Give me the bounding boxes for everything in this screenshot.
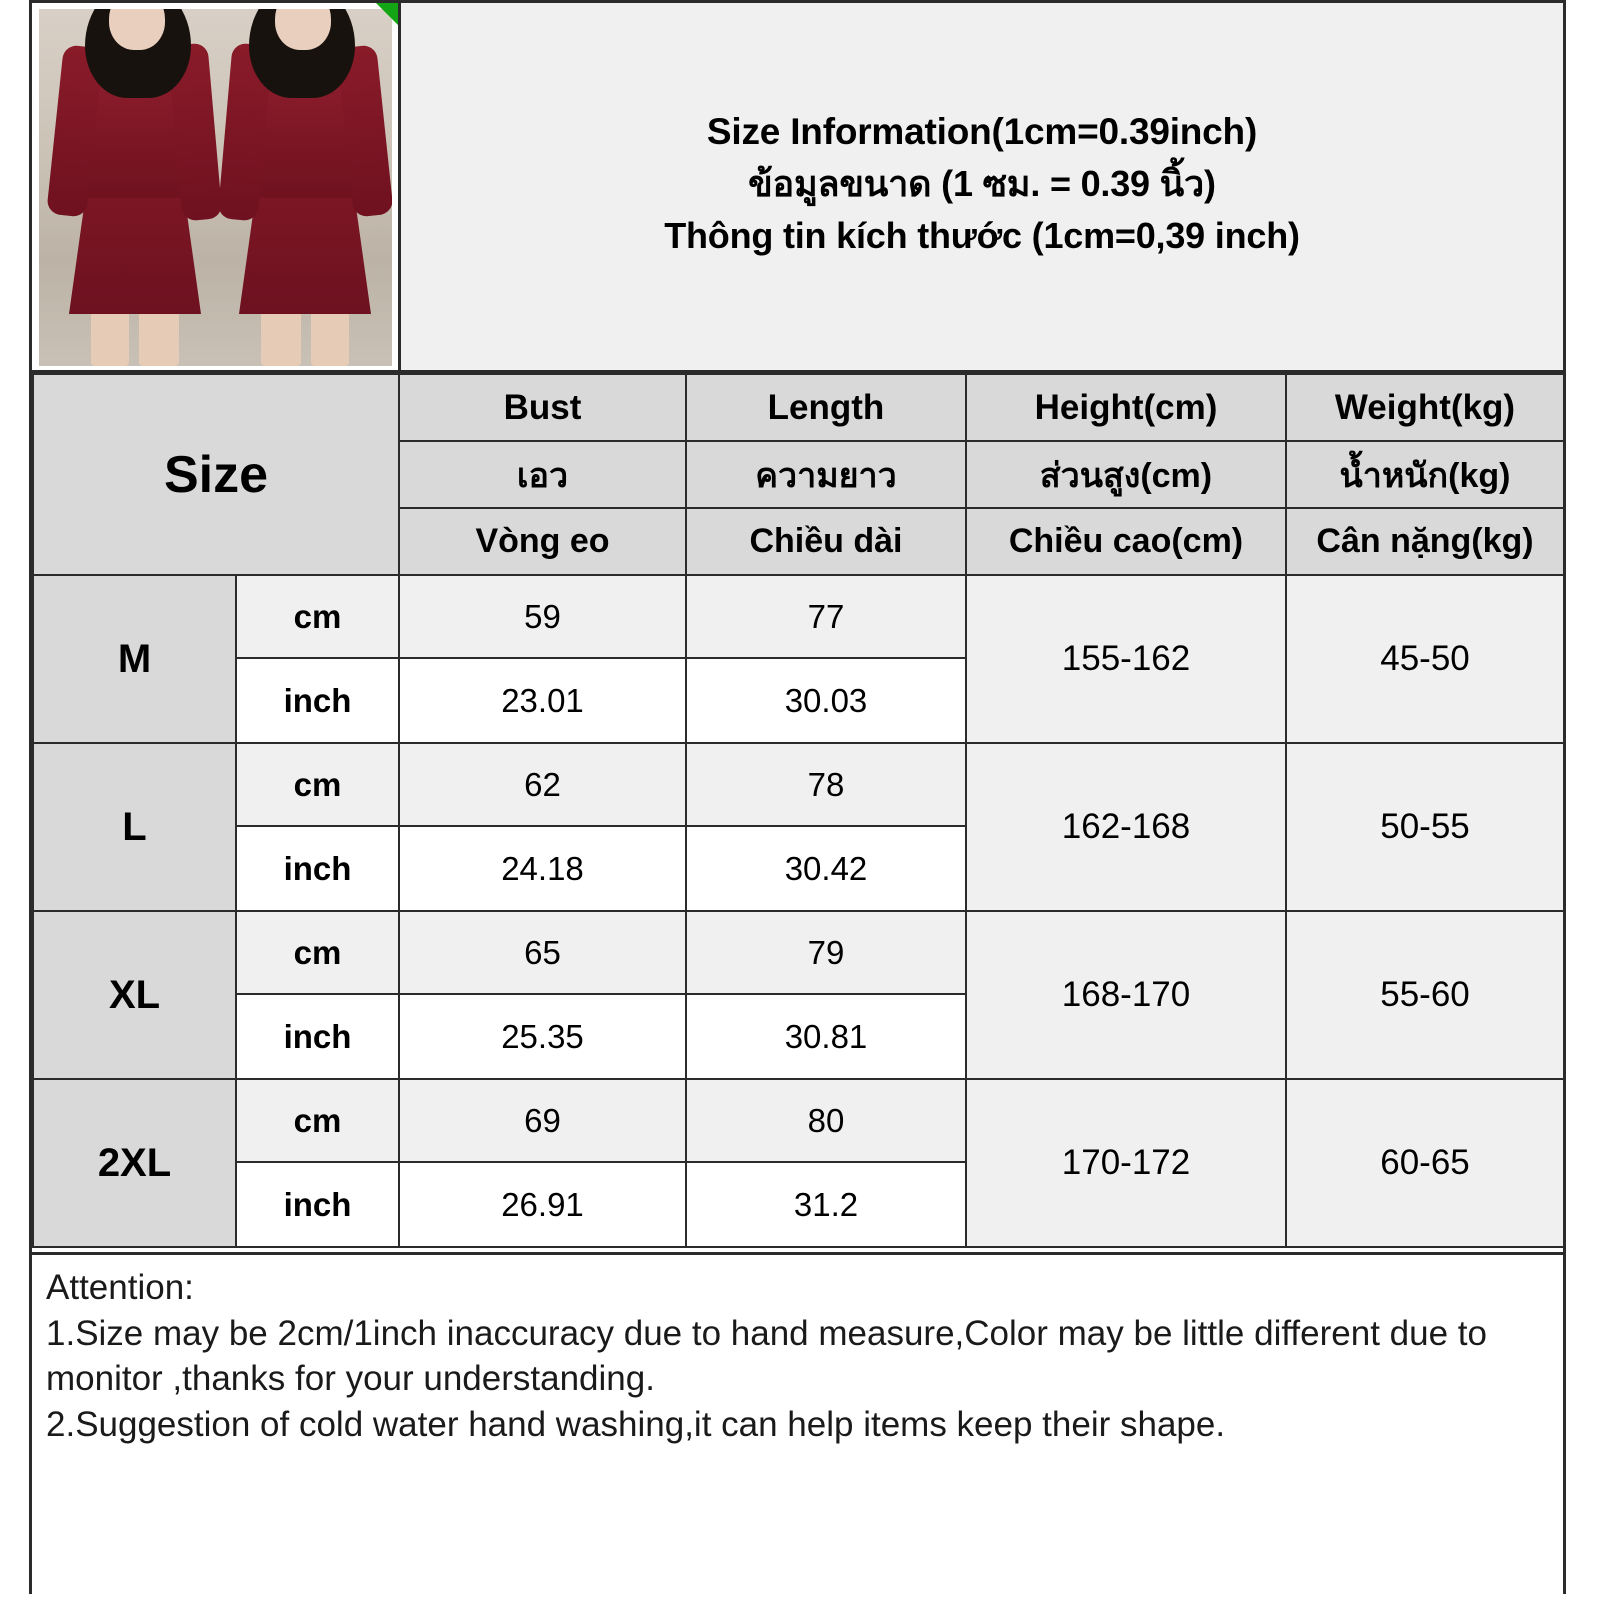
- unit-cm: cm: [235, 1078, 400, 1163]
- table-row: inch 23.01 30.03: [33, 657, 1564, 744]
- header-bust-vi: Vòng eo: [398, 507, 687, 576]
- size-header-cell: Size: [32, 373, 400, 576]
- table-row: 2XL cm 69 80 170-172 60-65: [32, 1078, 1565, 1248]
- unit-cm: cm: [235, 910, 400, 995]
- table-header-row-vi: Vòng eo Chiều dài Chiều cao(cm) Cân nặng…: [33, 507, 1565, 576]
- table-row: XL cm 65 79 168-170 55-60: [32, 910, 1565, 1080]
- title-vietnamese: Thông tin kích thước (1cm=0,39 inch): [664, 215, 1300, 257]
- attention-heading: Attention:: [46, 1268, 194, 1307]
- dress-skirt: [69, 182, 201, 314]
- bust-inch: 26.91: [398, 1161, 687, 1248]
- header-height-th: ส่วนสูง(cm): [965, 440, 1287, 509]
- weight-value: 50-55: [1285, 742, 1565, 912]
- header-weight-en: Weight(kg): [1285, 373, 1565, 442]
- model-figure-left: [43, 9, 233, 366]
- length-cm: 78: [685, 742, 967, 827]
- bust-inch: 23.01: [398, 657, 687, 744]
- weight-value: 60-65: [1285, 1078, 1565, 1248]
- size-label-l: L: [32, 742, 237, 912]
- unit-inch: inch: [235, 1161, 400, 1248]
- head: [109, 9, 165, 50]
- table-row: inch 24.18 30.42: [33, 825, 1564, 912]
- size-chart-frame: Size Information(1cm=0.39inch) ข้อมูลขนา…: [29, 0, 1566, 1594]
- size-table: Size Bust Length Height(cm) Weight(kg) เ…: [32, 373, 1565, 1248]
- leg-right: [139, 304, 179, 366]
- height-value: 155-162: [965, 574, 1287, 744]
- unit-inch: inch: [235, 657, 400, 744]
- length-inch: 30.81: [685, 993, 967, 1080]
- unit-inch: inch: [235, 825, 400, 912]
- table-header-row-th: เอว ความยาว ส่วนสูง(cm) น้ำหนัก(kg): [33, 440, 1565, 509]
- product-photo-image: [39, 9, 392, 366]
- header-weight-th: น้ำหนัก(kg): [1285, 440, 1565, 509]
- unit-cm: cm: [235, 742, 400, 827]
- header-height-en: Height(cm): [965, 373, 1287, 442]
- length-inch: 30.42: [685, 825, 967, 912]
- height-value: 162-168: [965, 742, 1287, 912]
- table-row: inch 26.91 31.2: [33, 1161, 1564, 1248]
- length-inch: 30.03: [685, 657, 967, 744]
- green-corner-marker-icon: [376, 3, 398, 25]
- bust-cm: 62: [398, 742, 687, 827]
- size-label-m: M: [32, 574, 237, 744]
- weight-value: 45-50: [1285, 574, 1565, 744]
- table-row: L cm 62 78 162-168 50-55: [32, 742, 1565, 912]
- attention-note-1: 1.Size may be 2cm/1inch inaccuracy due t…: [46, 1313, 1487, 1399]
- header-length-en: Length: [685, 373, 967, 442]
- header-length-th: ความยาว: [685, 440, 967, 509]
- height-value: 168-170: [965, 910, 1287, 1080]
- size-label-2xl: 2XL: [32, 1078, 237, 1248]
- table-row: M cm 59 77 155-162 45-50: [32, 574, 1565, 744]
- length-cm: 80: [685, 1078, 967, 1163]
- leg-left: [91, 304, 129, 366]
- table-header-row-en: Size Bust Length Height(cm) Weight(kg): [32, 373, 1565, 576]
- unit-cm: cm: [235, 574, 400, 659]
- length-cm: 77: [685, 574, 967, 659]
- title-block: Size Information(1cm=0.39inch) ข้อมูลขนา…: [401, 3, 1563, 370]
- bust-cm: 69: [398, 1078, 687, 1163]
- table-row: inch 25.35 30.81: [33, 993, 1564, 1080]
- bust-inch: 24.18: [398, 825, 687, 912]
- title-english: Size Information(1cm=0.39inch): [706, 111, 1258, 153]
- header-height-vi: Chiều cao(cm): [965, 507, 1287, 576]
- attention-box: Attention: 1.Size may be 2cm/1inch inacc…: [32, 1252, 1563, 1594]
- model-figure-right: [207, 9, 392, 366]
- header-weight-vi: Cân nặng(kg): [1285, 507, 1565, 576]
- bust-cm: 59: [398, 574, 687, 659]
- title-thai: ข้อมูลขนาด (1 ซม. = 0.39 นิ้ว): [748, 163, 1216, 205]
- bust-cm: 65: [398, 910, 687, 995]
- header-band: Size Information(1cm=0.39inch) ข้อมูลขนา…: [32, 3, 1563, 373]
- size-label-xl: XL: [32, 910, 237, 1080]
- product-photo: [32, 3, 401, 370]
- weight-value: 55-60: [1285, 910, 1565, 1080]
- header-bust-en: Bust: [398, 373, 687, 442]
- height-value: 170-172: [965, 1078, 1287, 1248]
- header-length-vi: Chiều dài: [685, 507, 967, 576]
- unit-inch: inch: [235, 993, 400, 1080]
- length-inch: 31.2: [685, 1161, 967, 1248]
- bust-inch: 25.35: [398, 993, 687, 1080]
- length-cm: 79: [685, 910, 967, 995]
- attention-note-2: 2.Suggestion of cold water hand washing,…: [46, 1404, 1226, 1444]
- header-bust-th: เอว: [398, 440, 687, 509]
